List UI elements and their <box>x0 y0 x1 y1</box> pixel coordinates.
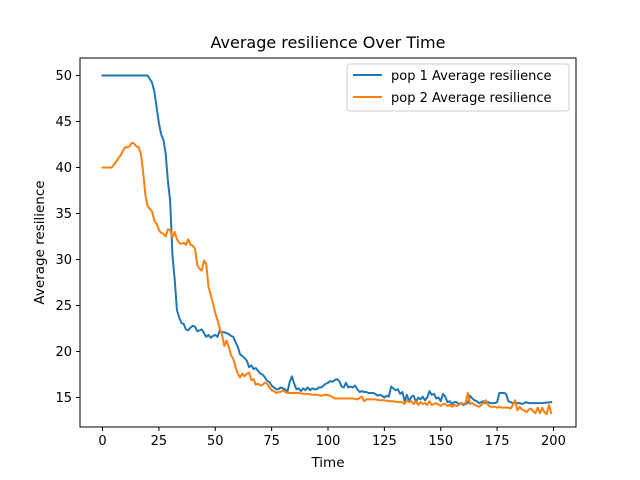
y-tick-label: 30 <box>55 253 72 268</box>
x-tick-label: 25 <box>151 434 168 449</box>
x-tick-label: 75 <box>263 434 280 449</box>
x-axis-label: Time <box>310 455 344 471</box>
legend: pop 1 Average resilience pop 2 Average r… <box>346 63 570 112</box>
y-tick-label: 40 <box>55 161 72 176</box>
x-tick-label: 200 <box>541 434 566 449</box>
series-line-pop-2 <box>101 141 553 416</box>
plot-area <box>101 74 553 416</box>
y-tick-label: 50 <box>55 69 72 84</box>
plot-frame <box>79 57 577 428</box>
legend-frame <box>346 63 570 112</box>
legend-label-pop-2: pop 2 Average resilience <box>391 91 552 106</box>
legend-label-pop-1: pop 1 Average resilience <box>391 69 552 84</box>
y-tick-label: 15 <box>55 391 72 406</box>
series-line-pop-1 <box>101 74 553 406</box>
y-axis-label: Average resilience <box>32 180 48 304</box>
y-tick-label: 45 <box>55 115 72 130</box>
x-axis: 0 25 50 75 100 125 150 175 200 <box>98 427 566 449</box>
x-tick-label: 50 <box>207 434 224 449</box>
x-tick-label: 125 <box>372 434 397 449</box>
x-tick-label: 175 <box>485 434 510 449</box>
y-tick-label: 25 <box>55 299 72 314</box>
x-tick-label: 150 <box>428 434 453 449</box>
x-tick-label: 100 <box>316 434 341 449</box>
chart-title: Average resilience Over Time <box>211 33 446 52</box>
y-tick-label: 20 <box>55 345 72 360</box>
y-axis: 15 20 25 30 35 40 45 50 <box>55 69 80 406</box>
x-tick-label: 0 <box>98 434 106 449</box>
y-tick-label: 35 <box>55 207 72 222</box>
